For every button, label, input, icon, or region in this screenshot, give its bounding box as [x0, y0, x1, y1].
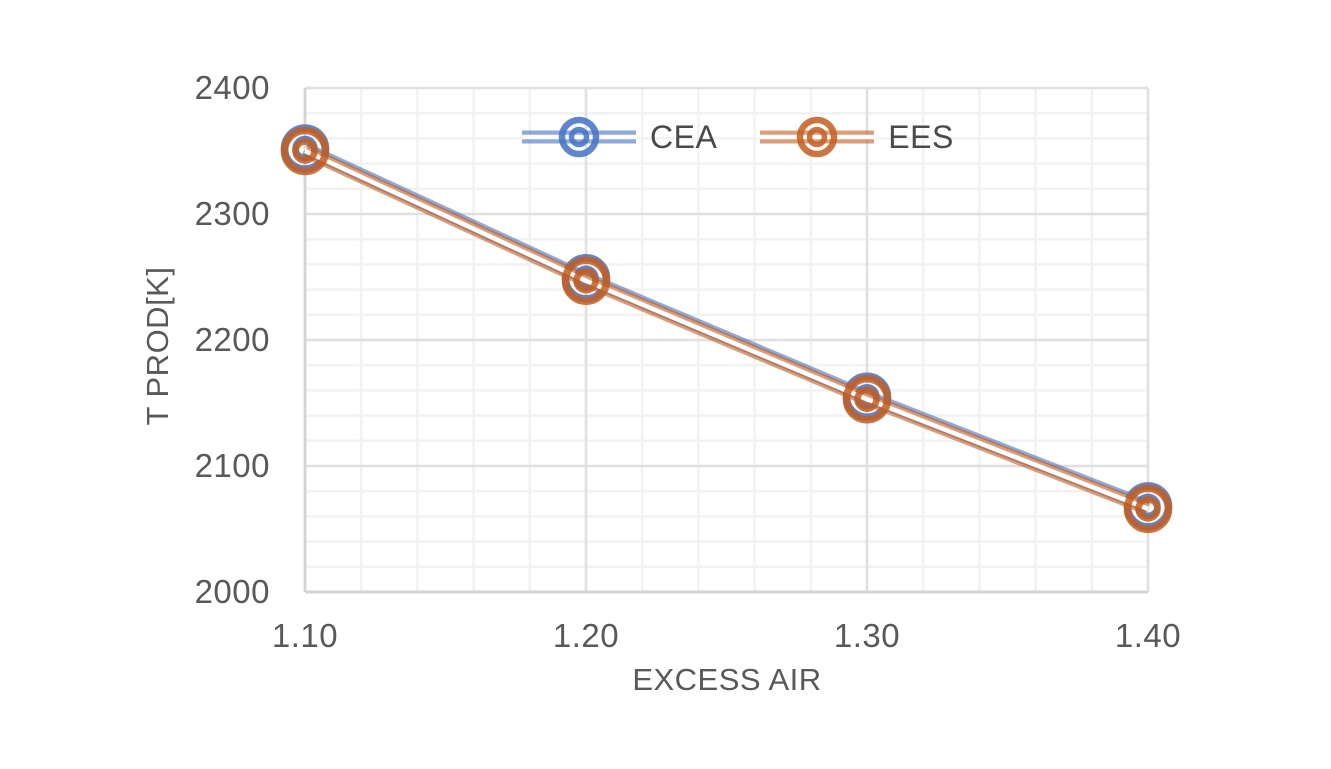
x-tick-label: 1.20: [553, 617, 619, 654]
legend-swatch-cea-icon: [522, 116, 636, 158]
y-tick-label: 2300: [195, 195, 270, 232]
x-axis-title: EXCESS AIR: [632, 662, 822, 697]
data-point-EES-1.10: [280, 126, 330, 176]
data-point-EES-1.40: [1123, 484, 1173, 534]
data-point-EES-1.20: [561, 256, 611, 306]
legend-item-ees: EES: [759, 112, 954, 162]
legend-item-cea: CEA: [521, 112, 717, 162]
y-tick-label: 2200: [195, 321, 270, 358]
y-tick-label: 2100: [195, 447, 270, 484]
series-line-EES: [302, 145, 1151, 515]
data-point-EES-1.30: [842, 374, 892, 424]
x-tick-label: 1.10: [272, 617, 338, 654]
legend-label-cea: CEA: [650, 118, 718, 155]
y-axis-title: T PROD[K]: [140, 266, 175, 426]
x-tick-label: 1.30: [834, 617, 900, 654]
legend-swatch-ees-icon: [760, 116, 875, 158]
legend-label-ees: EES: [888, 118, 954, 155]
series-line-gap-EES: [304, 148, 1149, 511]
y-tick-label: 2000: [195, 573, 270, 610]
legend: CEA EES: [521, 112, 954, 162]
x-tick-label: 1.40: [1115, 617, 1181, 654]
y-tick-label: 2400: [195, 69, 270, 106]
